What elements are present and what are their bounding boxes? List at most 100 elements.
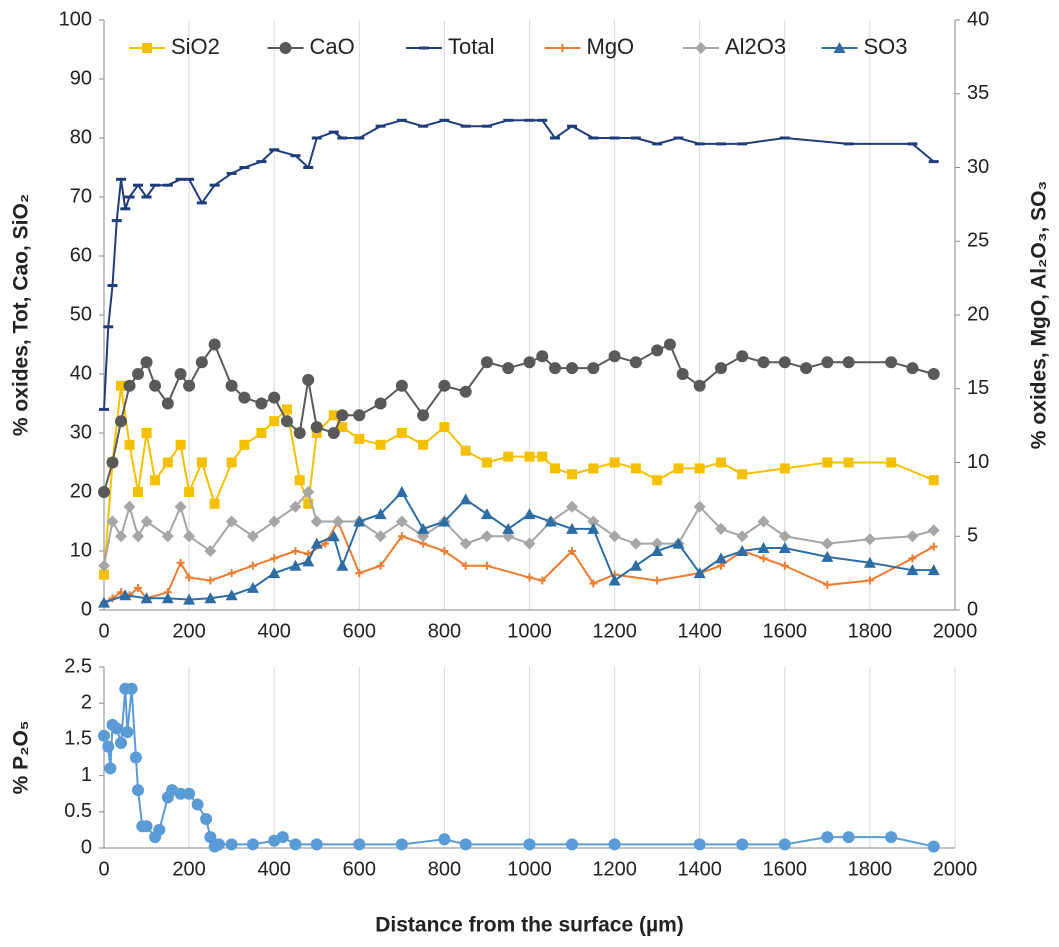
marker — [885, 356, 898, 369]
marker — [133, 487, 144, 497]
marker — [927, 564, 940, 576]
marker — [587, 522, 600, 534]
x-tick-label: 1600 — [763, 858, 808, 880]
x-tick-label: 200 — [172, 858, 205, 880]
marker — [204, 831, 217, 844]
marker — [281, 404, 292, 415]
marker — [195, 356, 208, 369]
x-tick-label: 2000 — [933, 858, 978, 880]
marker — [608, 574, 621, 586]
x-tick-label: 1200 — [592, 858, 637, 880]
marker — [395, 838, 408, 851]
series-line — [103, 688, 934, 848]
marker — [183, 787, 196, 800]
marker — [374, 508, 387, 520]
marker — [459, 838, 472, 851]
x-tick-label: 400 — [258, 858, 291, 880]
marker — [537, 451, 548, 462]
marker — [226, 457, 237, 468]
marker — [328, 410, 339, 421]
marker — [132, 530, 145, 543]
y2-tick-label: 10 — [967, 451, 989, 473]
y-axis-label: % P₂O₅ — [10, 721, 33, 795]
y2-tick-label: 15 — [967, 377, 989, 399]
marker — [651, 537, 664, 550]
marker — [98, 559, 110, 572]
marker — [438, 379, 451, 392]
marker — [354, 433, 365, 444]
marker — [337, 422, 348, 433]
marker — [246, 838, 259, 851]
x-tick-label: 800 — [428, 620, 461, 642]
y-tick-label: 0.5 — [64, 800, 92, 822]
marker — [123, 500, 136, 513]
marker — [439, 422, 450, 433]
marker — [757, 542, 770, 554]
marker — [549, 362, 562, 375]
marker — [558, 44, 567, 52]
marker — [863, 533, 876, 546]
marker — [196, 457, 207, 468]
marker — [779, 463, 790, 474]
x-tick-label: 400 — [258, 620, 291, 642]
marker — [459, 493, 472, 505]
marker — [927, 368, 940, 380]
marker — [417, 522, 430, 534]
y-tick-label: 90 — [70, 67, 92, 89]
y2-tick-label: 0 — [967, 598, 978, 620]
marker — [106, 456, 119, 469]
marker — [538, 576, 547, 585]
marker — [183, 593, 196, 605]
marker — [843, 457, 854, 468]
marker — [757, 515, 770, 528]
marker — [800, 362, 813, 375]
marker — [480, 508, 493, 520]
x-tick-label: 600 — [343, 620, 376, 642]
marker — [302, 555, 315, 567]
marker — [225, 589, 238, 601]
marker — [303, 498, 314, 509]
x-tick-label: 0 — [98, 620, 109, 642]
marker — [714, 522, 727, 535]
y-axis-label: % oxides, Tot, Cao, SiO₂ — [10, 194, 33, 436]
marker — [778, 838, 791, 851]
marker — [928, 475, 939, 486]
marker — [630, 463, 641, 474]
marker — [162, 457, 173, 468]
marker — [208, 338, 221, 351]
marker — [99, 569, 109, 580]
marker — [149, 379, 162, 392]
marker — [268, 391, 281, 404]
marker — [418, 439, 429, 450]
marker — [209, 498, 220, 509]
marker — [651, 545, 664, 556]
marker — [397, 532, 406, 541]
x-tick-label: 0 — [98, 858, 109, 880]
y-tick-label: 0 — [81, 598, 92, 620]
y-tick-label: 70 — [70, 185, 92, 207]
marker — [310, 838, 323, 851]
marker — [525, 573, 534, 582]
legend-label: SO3 — [864, 34, 908, 59]
marker — [885, 831, 898, 844]
marker — [438, 833, 451, 846]
marker — [566, 838, 579, 851]
x-tick-label: 1400 — [677, 858, 722, 880]
marker — [132, 784, 145, 797]
marker — [523, 508, 536, 520]
x-axis-label: Distance from the surface (µm) — [375, 914, 684, 937]
marker — [736, 350, 749, 363]
marker — [268, 515, 281, 528]
marker — [523, 537, 536, 550]
marker — [104, 762, 117, 775]
marker — [268, 567, 281, 579]
marker — [225, 515, 238, 528]
x-tick-label: 800 — [428, 858, 461, 880]
marker — [102, 740, 115, 753]
marker — [161, 592, 174, 604]
marker — [255, 397, 268, 410]
marker — [279, 42, 292, 54]
marker — [204, 545, 217, 557]
